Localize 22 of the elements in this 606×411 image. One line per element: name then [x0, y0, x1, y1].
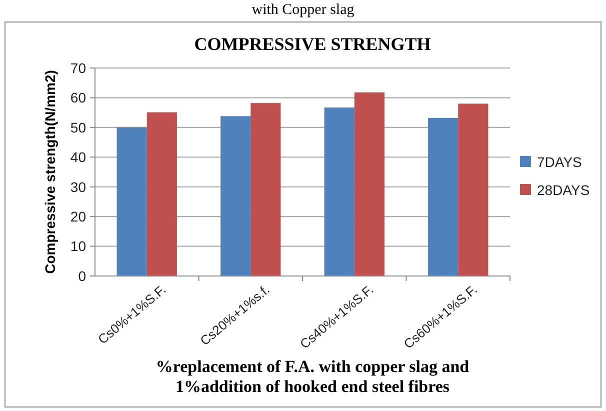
y-tick-label: 30 — [70, 178, 86, 195]
y-tick-label: 20 — [70, 208, 86, 224]
bar — [146, 112, 177, 276]
y-tick-label: 40 — [70, 149, 86, 166]
y-tick-label: 50 — [70, 119, 86, 136]
bar — [220, 116, 251, 276]
y-axis-title: Compressive strength(N/mm2) — [42, 70, 58, 274]
bar — [354, 92, 384, 276]
legend-label: 7DAYS — [537, 154, 582, 170]
bar — [324, 108, 354, 276]
bar — [116, 127, 147, 276]
bar — [250, 103, 281, 276]
text: with Copper slag — [252, 2, 355, 18]
y-tick-label: 10 — [70, 238, 86, 254]
y-tick-label: 0 — [78, 268, 86, 284]
x-axis-title: %replacement of F.A. with copper slag and 1%addition of hooked end steel fibres — [156, 357, 470, 396]
y-tick-label: 60 — [70, 90, 86, 106]
legend-label: 28DAYS — [537, 182, 590, 198]
chart-title: COMPRESSIVE STRENGTH — [194, 34, 431, 54]
bar — [428, 118, 458, 276]
bar — [458, 104, 488, 276]
y-tick-label: 70 — [70, 60, 86, 76]
